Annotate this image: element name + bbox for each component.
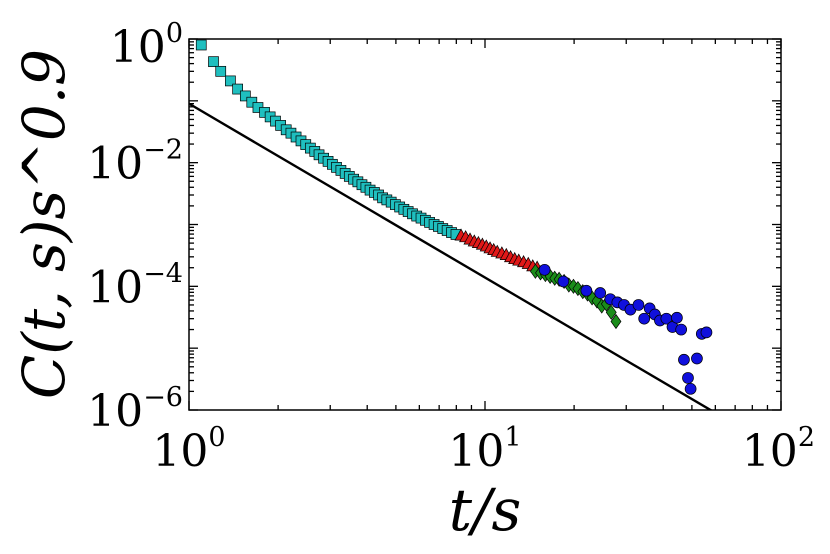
plot-frame: [188, 38, 782, 411]
data-point-square: [195, 39, 207, 51]
data-point-square: [215, 65, 227, 77]
data-point-circle: [675, 323, 688, 336]
reference-line-layer: [189, 102, 713, 410]
data-point-square: [232, 83, 243, 95]
x-axis-title: t/s: [449, 476, 522, 544]
data-point-square: [208, 56, 219, 68]
data-point-circle: [538, 263, 551, 276]
data-point-circle: [684, 382, 697, 395]
y-tick-label: 10−4: [87, 258, 183, 313]
y-tick-label: 10−2: [87, 135, 183, 190]
data-point-square: [225, 75, 236, 87]
y-axis-title: C(t, s)s^0.9: [10, 49, 78, 399]
data-point-circle: [557, 275, 570, 288]
data-point-circle: [700, 326, 713, 339]
y-tick-label: 10−6: [87, 382, 183, 437]
reference-power-law-line: [189, 102, 713, 410]
x-tick-label: 100: [152, 422, 225, 477]
data-point-circle: [691, 352, 703, 365]
data-point-circle: [671, 311, 683, 324]
series-circle: [538, 263, 713, 395]
ticks-layer: [188, 38, 782, 411]
data-point-square: [239, 90, 251, 102]
x-tick-label: 101: [448, 422, 521, 477]
data-point-diamond: [605, 304, 617, 320]
data-point-circle: [594, 287, 607, 299]
data-point-diamond: [610, 313, 622, 330]
series-square: [195, 39, 462, 240]
data-point-circle: [678, 353, 690, 366]
data-point-circle: [632, 299, 645, 311]
data-point-circle: [638, 312, 651, 325]
data-point-circle: [682, 372, 694, 384]
data-points-layer: [195, 39, 713, 395]
tick-labels-layer: 100 101 102 100 10−2 10−4 10−6: [87, 18, 815, 477]
x-tick-label: 102: [742, 422, 815, 477]
data-point-circle: [580, 284, 593, 297]
series-triangle: [454, 228, 544, 273]
y-tick-label: 100: [110, 18, 183, 73]
